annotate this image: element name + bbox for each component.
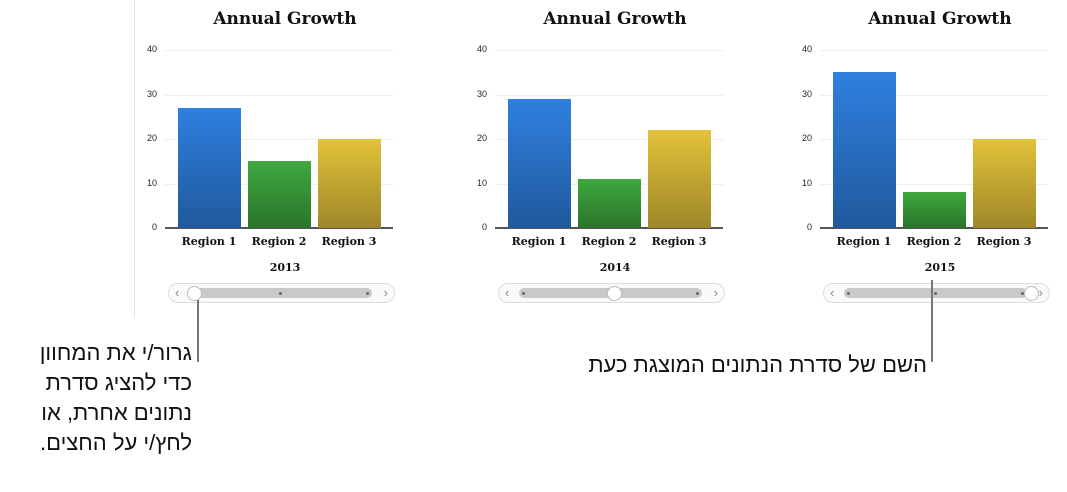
series-name: 2014: [599, 261, 631, 274]
callout-line-series: [931, 280, 933, 362]
series-name: 2015: [924, 261, 956, 274]
y-tick-label: 0: [151, 222, 157, 232]
slider-track[interactable]: [187, 286, 372, 301]
bar-region-1[interactable]: [178, 107, 241, 228]
chevron-right-icon[interactable]: ›: [383, 285, 388, 300]
y-tick-label: 10: [476, 177, 487, 188]
slider-knob[interactable]: [1024, 286, 1039, 301]
x-tick-label: Region 1: [836, 235, 892, 248]
bar-region-2[interactable]: [903, 192, 966, 228]
chart-title: Annual Growth: [213, 9, 357, 29]
gridline: [820, 183, 1048, 185]
slider-stop: [1021, 292, 1024, 295]
callout-line-slider: [197, 300, 199, 362]
chevron-left-icon[interactable]: ‹: [175, 285, 180, 300]
y-tick-label: 10: [801, 177, 812, 188]
slider-stop: [696, 292, 699, 295]
slider-track[interactable]: [519, 286, 702, 301]
bar-region-1[interactable]: [508, 98, 571, 228]
slider-stop: [366, 292, 369, 295]
callout-drag-text: גרור/י את המחוון כדי להציג סדרת נתונים א…: [0, 338, 192, 458]
gridline: [820, 50, 1048, 51]
slider-knob[interactable]: [607, 286, 622, 301]
chart-title: Annual Growth: [543, 9, 687, 29]
gridline: [495, 139, 723, 140]
x-axis: [165, 227, 393, 229]
y-tick-label: 20: [146, 133, 157, 143]
y-tick-label: 30: [801, 88, 812, 99]
gridline: [495, 94, 723, 96]
y-tick-label: 0: [481, 222, 487, 232]
slider-stop: [934, 292, 937, 295]
slider-knob[interactable]: [187, 286, 202, 301]
chart-2013: Annual Growth 0 10 20 30 40 Region 1 Region 2 Re…: [135, 0, 435, 310]
chevron-left-icon[interactable]: ‹: [505, 285, 510, 300]
x-axis: [495, 227, 723, 229]
x-tick-label: Region 3: [321, 235, 377, 248]
y-tick-label: 20: [476, 133, 487, 143]
x-tick-label: Region 2: [251, 235, 307, 248]
x-tick-label: Region 3: [976, 235, 1032, 248]
chevron-left-icon[interactable]: ‹: [830, 285, 835, 300]
x-axis: [820, 227, 1048, 229]
callout-line-2: כדי להציג סדרת: [45, 370, 192, 395]
x-tick-label: Region 1: [511, 235, 567, 248]
chevron-right-icon[interactable]: ›: [1038, 285, 1043, 300]
x-tick-label: Region 3: [651, 235, 707, 248]
gridline: [165, 94, 393, 96]
y-tick-label: 20: [801, 133, 812, 143]
y-tick-label: 40: [801, 44, 812, 54]
series-slider[interactable]: ‹ ›: [823, 283, 1050, 303]
bar-region-2[interactable]: [578, 179, 641, 228]
callout-line-4: לחץ/י על החצים.: [39, 430, 192, 455]
divider: [134, 0, 135, 318]
y-tick-label: 30: [476, 88, 487, 99]
gridline: [165, 139, 393, 140]
slider-stop: [522, 292, 525, 295]
callout-line-3: נתונים אחרת, או: [41, 400, 192, 425]
series-slider[interactable]: ‹ ›: [498, 283, 725, 303]
series-slider[interactable]: ‹ ›: [168, 283, 395, 303]
x-tick-label: Region 2: [906, 235, 962, 248]
bar-region-3[interactable]: [648, 130, 711, 228]
gridline: [165, 50, 393, 51]
bar-region-1[interactable]: [833, 72, 896, 228]
chart-2014: Annual Growth 0 10 20 30 40 Region 1 Region 2 Re…: [465, 0, 765, 310]
y-tick-label: 0: [806, 222, 812, 232]
y-tick-label: 40: [476, 44, 487, 54]
bar-region-3[interactable]: [318, 139, 381, 228]
x-tick-label: Region 2: [581, 235, 637, 248]
chevron-right-icon[interactable]: ›: [713, 285, 718, 300]
bar-region-2[interactable]: [248, 161, 311, 228]
gridline: [495, 50, 723, 51]
bar-region-3[interactable]: [973, 139, 1036, 228]
slider-track[interactable]: [844, 286, 1039, 301]
gridline: [820, 94, 1048, 96]
series-name: 2013: [269, 261, 301, 274]
chart-title: Annual Growth: [868, 9, 1012, 29]
y-tick-label: 10: [146, 177, 157, 188]
chart-2015: Annual Growth 0 10 20 30 40 Region 1 Region 2 Re…: [790, 0, 1067, 310]
slider-stop: [279, 292, 282, 295]
y-tick-label: 30: [146, 88, 157, 99]
slider-stop: [847, 292, 850, 295]
x-tick-label: Region 1: [181, 235, 237, 248]
gridline: [820, 139, 1048, 140]
y-tick-label: 40: [146, 44, 157, 54]
callout-series-text: השם של סדרת הנתונים המוצגת כעת: [588, 352, 927, 377]
callout-line-1: גרור/י את המחוון: [39, 340, 192, 365]
